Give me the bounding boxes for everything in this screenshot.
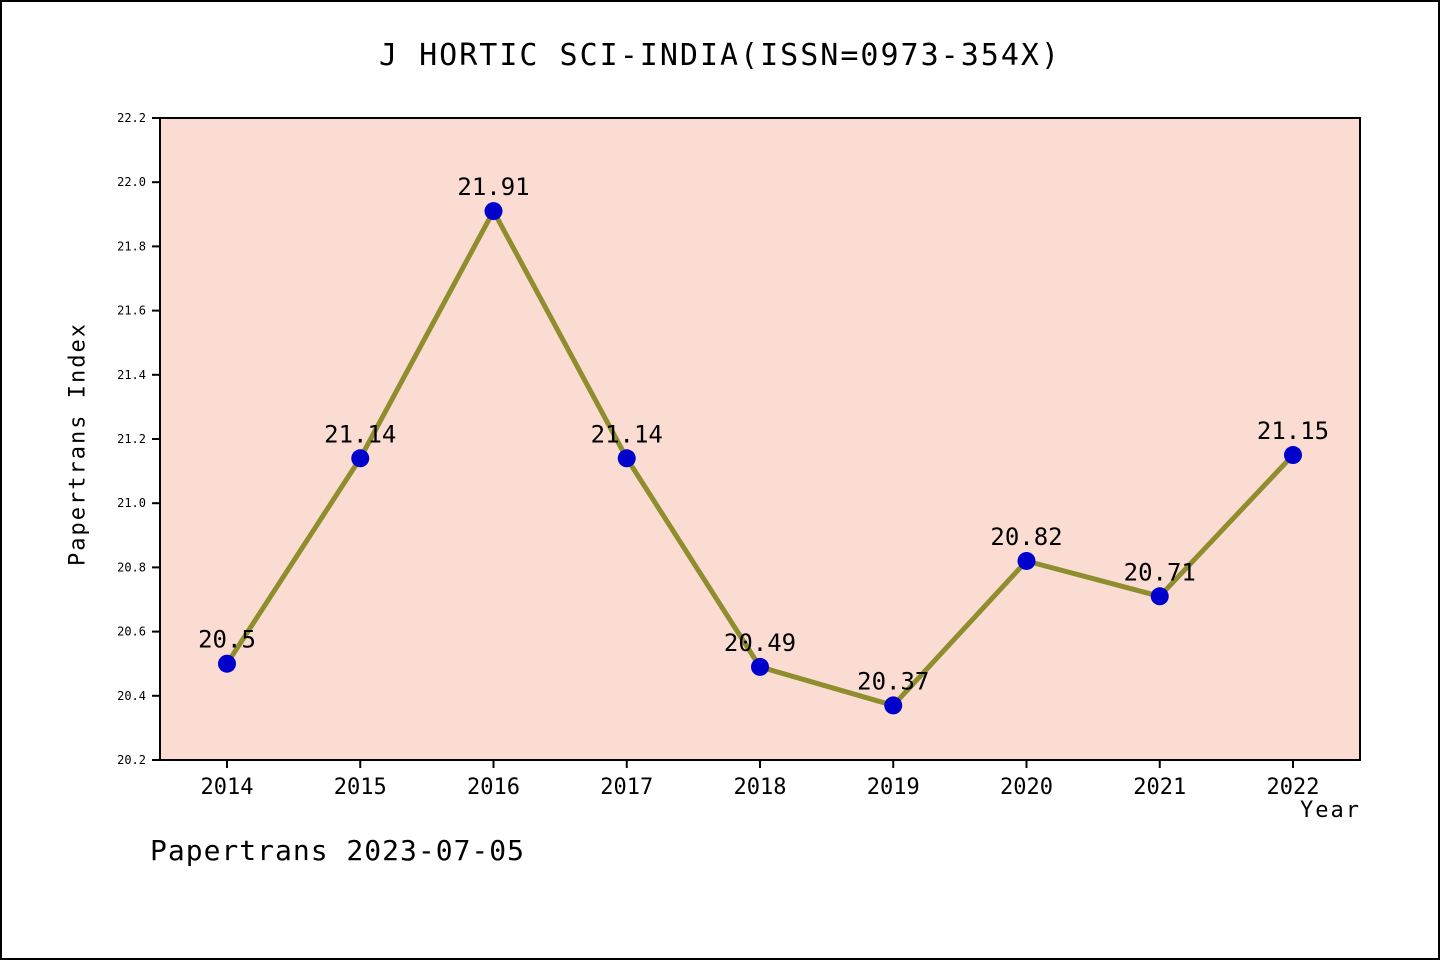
y-tick-label: 21.0 <box>117 496 146 510</box>
data-point <box>1150 587 1169 606</box>
data-point-label: 20.5 <box>198 626 256 654</box>
data-point-label: 21.14 <box>324 420 396 448</box>
data-point-label: 20.37 <box>857 667 929 695</box>
x-axis-label: Year <box>1300 798 1361 823</box>
data-point <box>351 449 370 468</box>
y-tick-label: 21.6 <box>117 304 146 318</box>
data-point <box>751 657 769 676</box>
data-point <box>1284 446 1302 465</box>
y-tick-label: 21.4 <box>117 368 146 382</box>
y-tick-label: 22.0 <box>117 175 146 189</box>
data-point <box>617 449 636 468</box>
x-tick-label: 2019 <box>867 775 920 800</box>
data-point-label: 21.15 <box>1257 417 1329 445</box>
y-tick-label: 20.4 <box>117 689 146 703</box>
data-point-label: 20.49 <box>724 629 796 657</box>
data-point <box>1017 551 1036 570</box>
data-point-label: 21.14 <box>591 420 663 448</box>
x-tick-label: 2020 <box>1000 775 1053 800</box>
y-tick-label: 20.6 <box>117 625 146 639</box>
y-tick-label: 20.8 <box>117 560 146 574</box>
x-tick-label: 2016 <box>467 775 520 800</box>
data-point-label: 20.71 <box>1124 558 1196 586</box>
x-tick-label: 2018 <box>734 775 787 800</box>
data-point-label: 21.91 <box>457 173 529 201</box>
x-tick-label: 2015 <box>334 775 387 800</box>
data-point <box>484 202 503 221</box>
data-point-label: 20.82 <box>990 523 1062 551</box>
x-tick-label: 2014 <box>201 775 254 800</box>
y-tick-label: 20.2 <box>117 753 146 767</box>
y-tick-label: 22.2 <box>117 111 146 125</box>
x-tick-label: 2017 <box>600 775 653 800</box>
plot-area <box>159 117 1361 761</box>
y-tick-label: 21.2 <box>117 432 146 446</box>
data-point <box>218 654 236 673</box>
chart-title: J HORTIC SCI-INDIA(ISSN=0973-354X) <box>378 38 1062 73</box>
watermark-text: Papertrans 2023-07-05 <box>150 834 526 867</box>
x-tick-label: 2021 <box>1133 775 1186 800</box>
y-tick-label: 21.8 <box>117 239 146 253</box>
data-point <box>884 696 903 715</box>
x-tick-label: 2022 <box>1267 775 1320 800</box>
